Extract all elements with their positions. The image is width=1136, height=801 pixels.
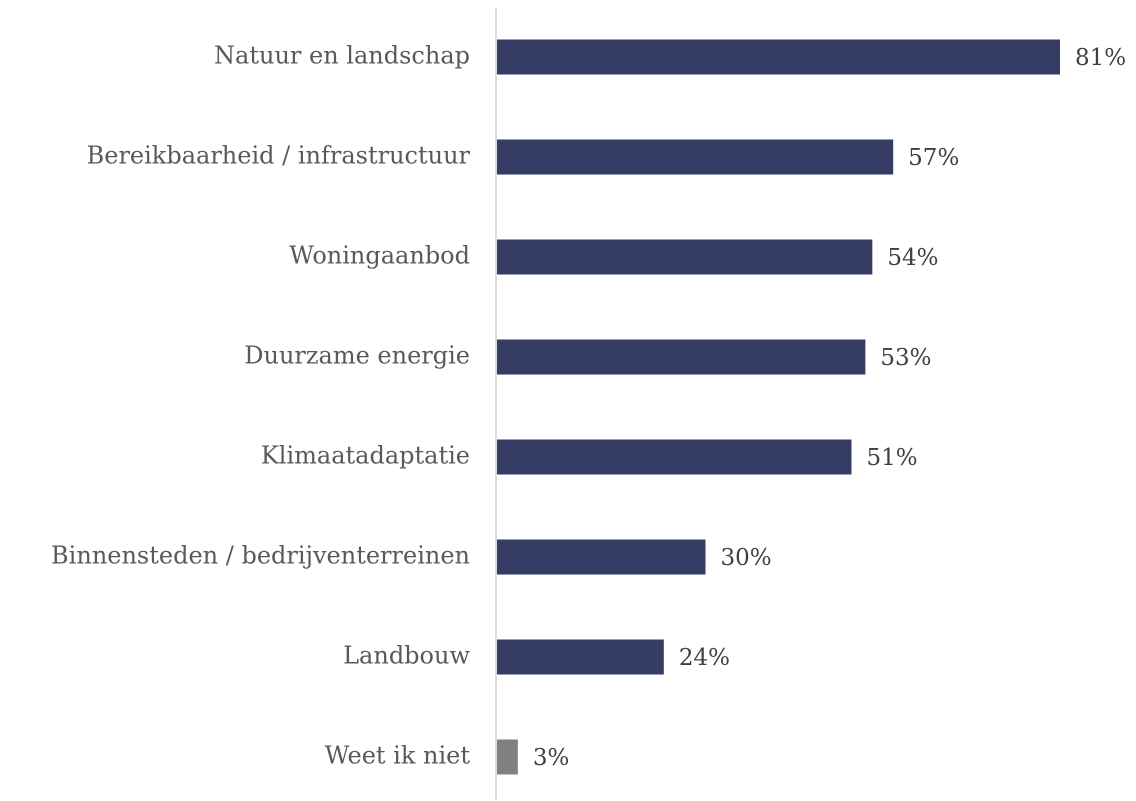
value-label: 24% — [679, 645, 730, 671]
value-label: 57% — [908, 145, 959, 171]
bar — [497, 139, 894, 175]
category-label: Landbouw — [343, 642, 470, 670]
category-label: Natuur en landschap — [214, 42, 470, 70]
bar — [497, 539, 706, 575]
bar — [497, 39, 1060, 75]
bar — [497, 739, 518, 775]
bar — [497, 439, 852, 475]
category-label: Bereikbaarheid / infrastructuur — [87, 142, 471, 170]
category-label: Binnensteden / bedrijventerreinen — [51, 542, 470, 570]
bar — [497, 239, 873, 275]
bar — [497, 339, 866, 375]
category-label: Weet ik niet — [325, 742, 471, 770]
value-label: 54% — [887, 245, 938, 271]
category-label: Klimaatadaptatie — [261, 442, 470, 470]
value-label: 30% — [721, 545, 772, 571]
value-label: 51% — [866, 445, 917, 471]
bar — [497, 639, 664, 675]
value-label: 53% — [880, 345, 931, 371]
value-label: 81% — [1075, 45, 1126, 71]
value-label: 3% — [533, 745, 570, 771]
category-label: Woningaanbod — [289, 242, 470, 270]
category-label: Duurzame energie — [244, 342, 470, 370]
